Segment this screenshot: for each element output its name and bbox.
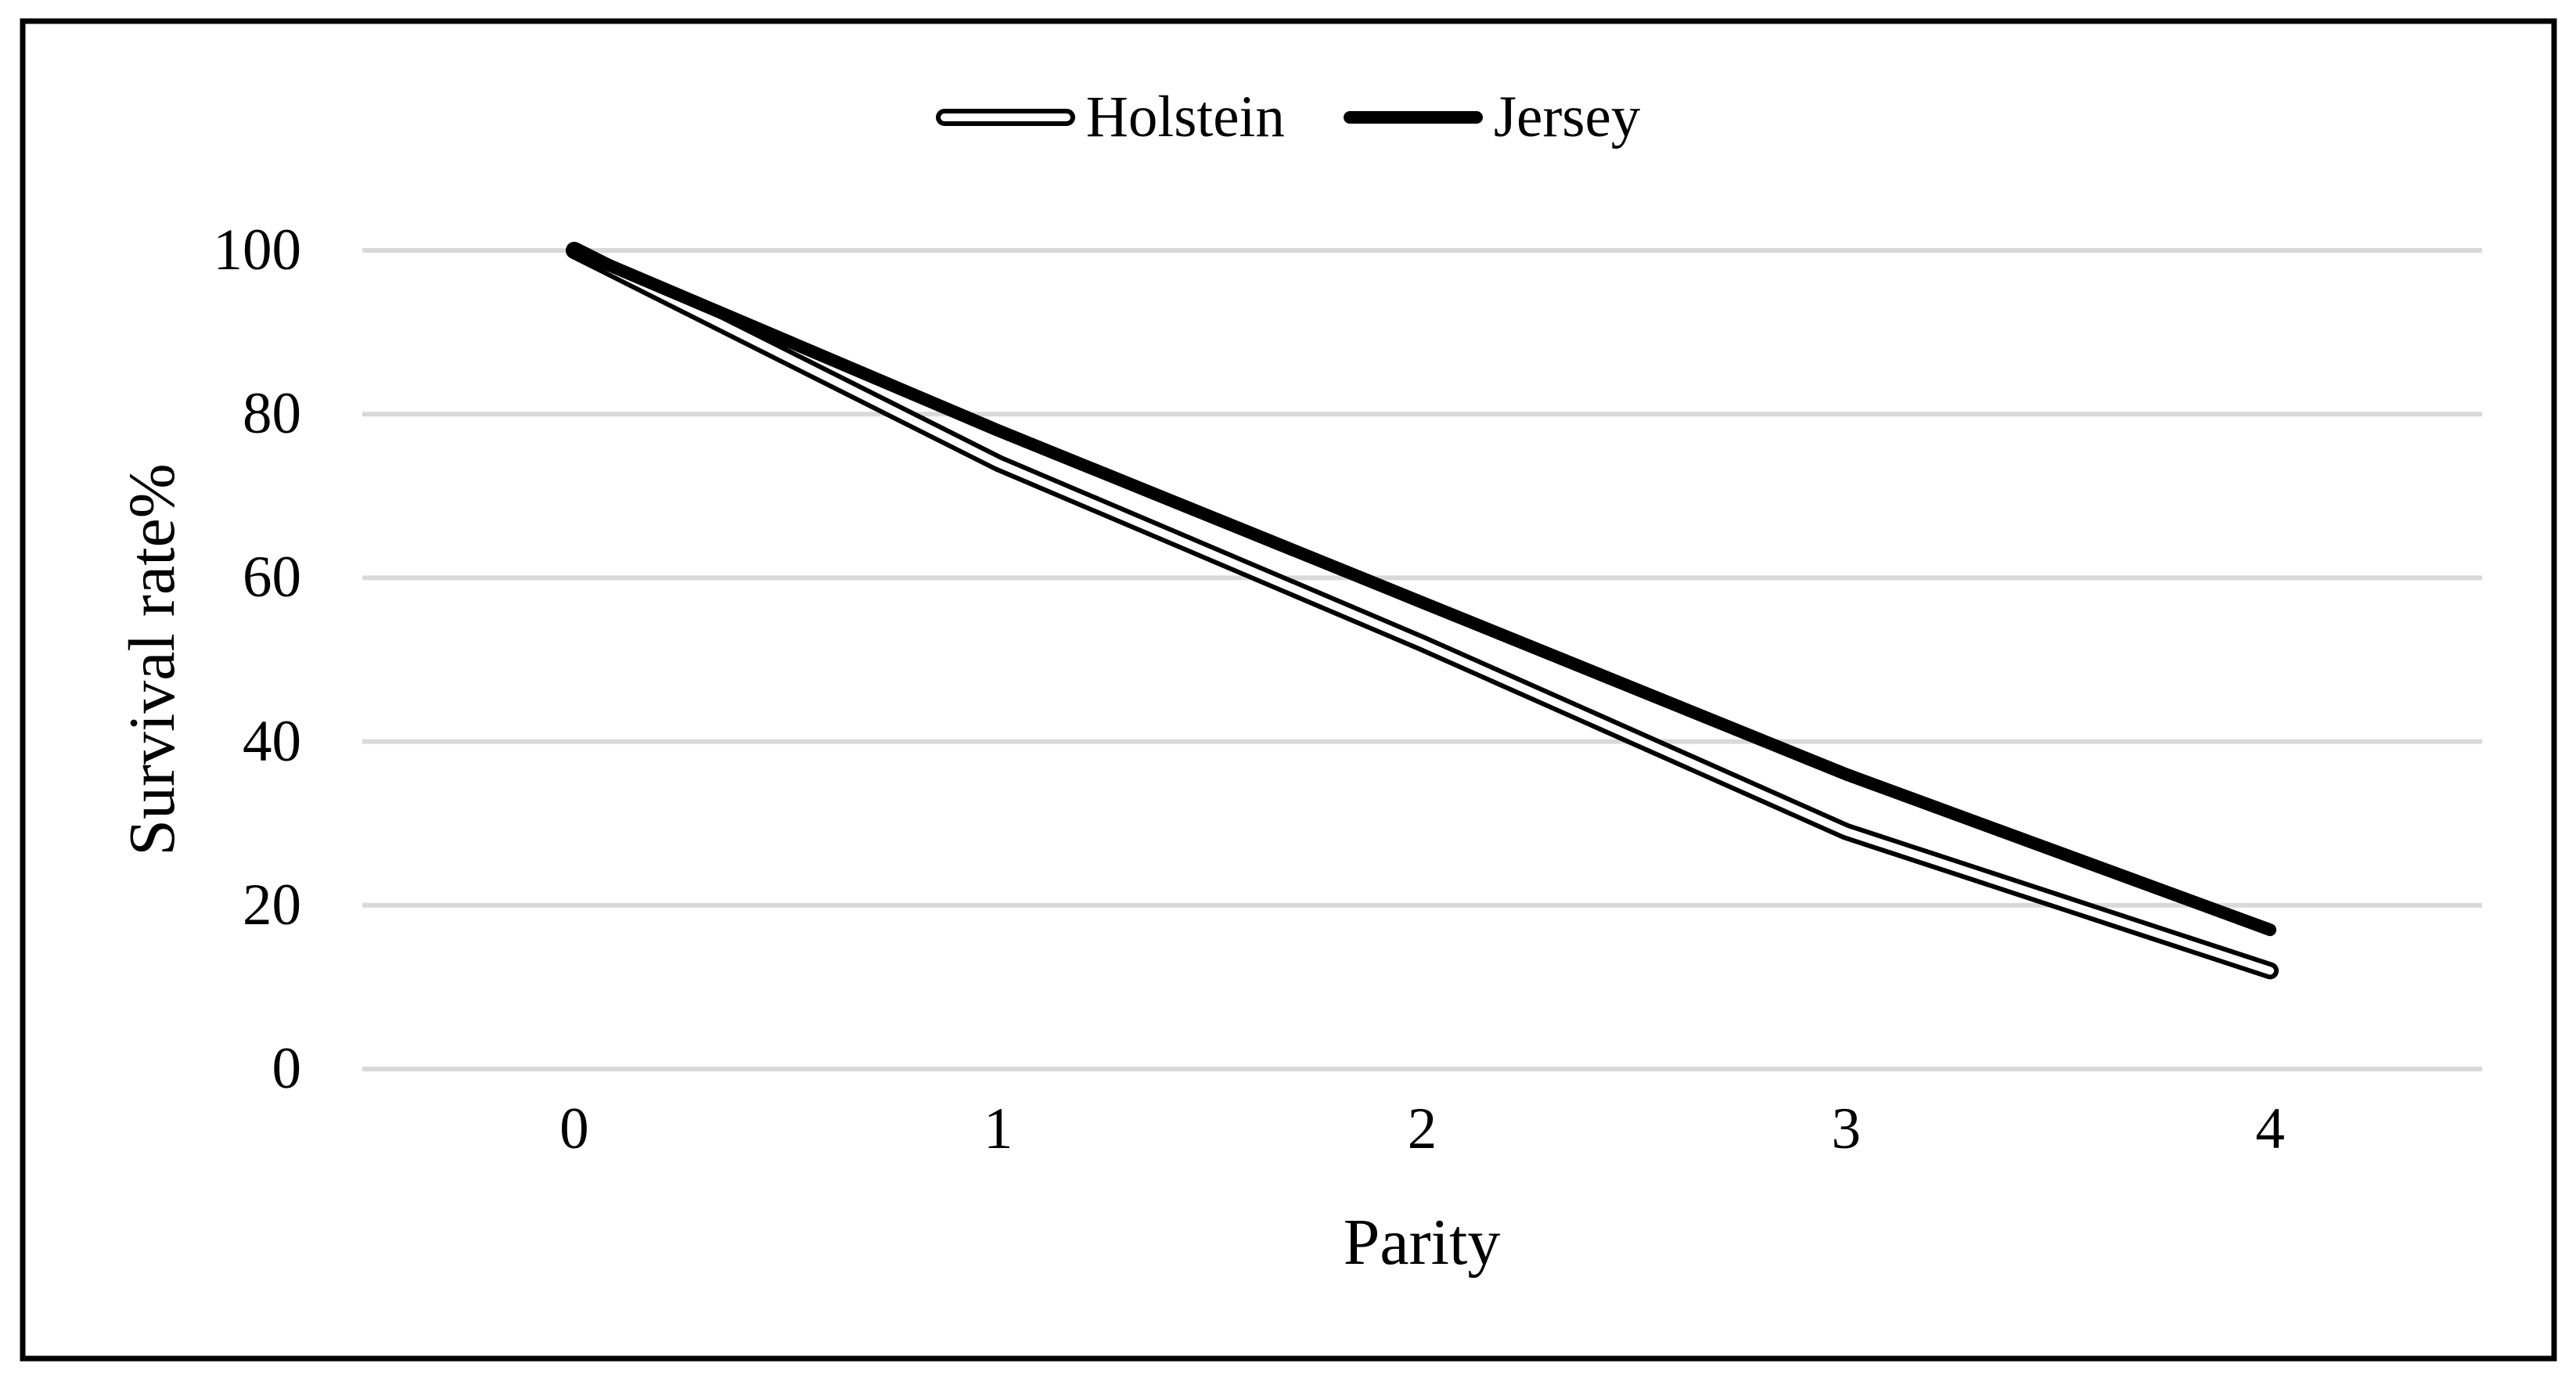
series-group	[565, 242, 2279, 980]
holstein-series-line-core	[570, 247, 2275, 975]
y-tick-label-20: 20	[243, 872, 301, 938]
y-tick-label-60: 60	[243, 545, 301, 610]
legend-label-holstein: Holstein	[1085, 85, 1285, 149]
gridlines-group	[362, 248, 2482, 1071]
x-axis-title: Parity	[1343, 1206, 1501, 1279]
legend: Holstein Jersey	[0, 82, 2576, 153]
jersey-series-line	[567, 244, 2277, 937]
x-tick-label-0: 0	[559, 1096, 589, 1161]
legend-label-jersey: Jersey	[1493, 85, 1641, 149]
y-tick-label-0: 0	[272, 1036, 302, 1101]
x-tick-label-4: 4	[2255, 1096, 2285, 1161]
y-tick-label-100: 100	[213, 218, 302, 283]
x-tick-label-3: 3	[1831, 1096, 1862, 1161]
y-tick-label-80: 80	[243, 381, 301, 447]
x-tick-label-1: 1	[983, 1096, 1013, 1161]
y-axis-title: Survival rate%	[116, 463, 189, 856]
jersey-line-swatch-icon	[1343, 111, 1483, 124]
figure-frame-border	[20, 18, 2557, 1362]
holstein-line-swatch-icon	[935, 109, 1075, 126]
y-tick-label-40: 40	[243, 708, 301, 774]
x-tick-label-2: 2	[1407, 1096, 1437, 1161]
legend-item-jersey: Jersey	[1343, 82, 1641, 153]
legend-item-holstein: Holstein	[935, 82, 1285, 153]
